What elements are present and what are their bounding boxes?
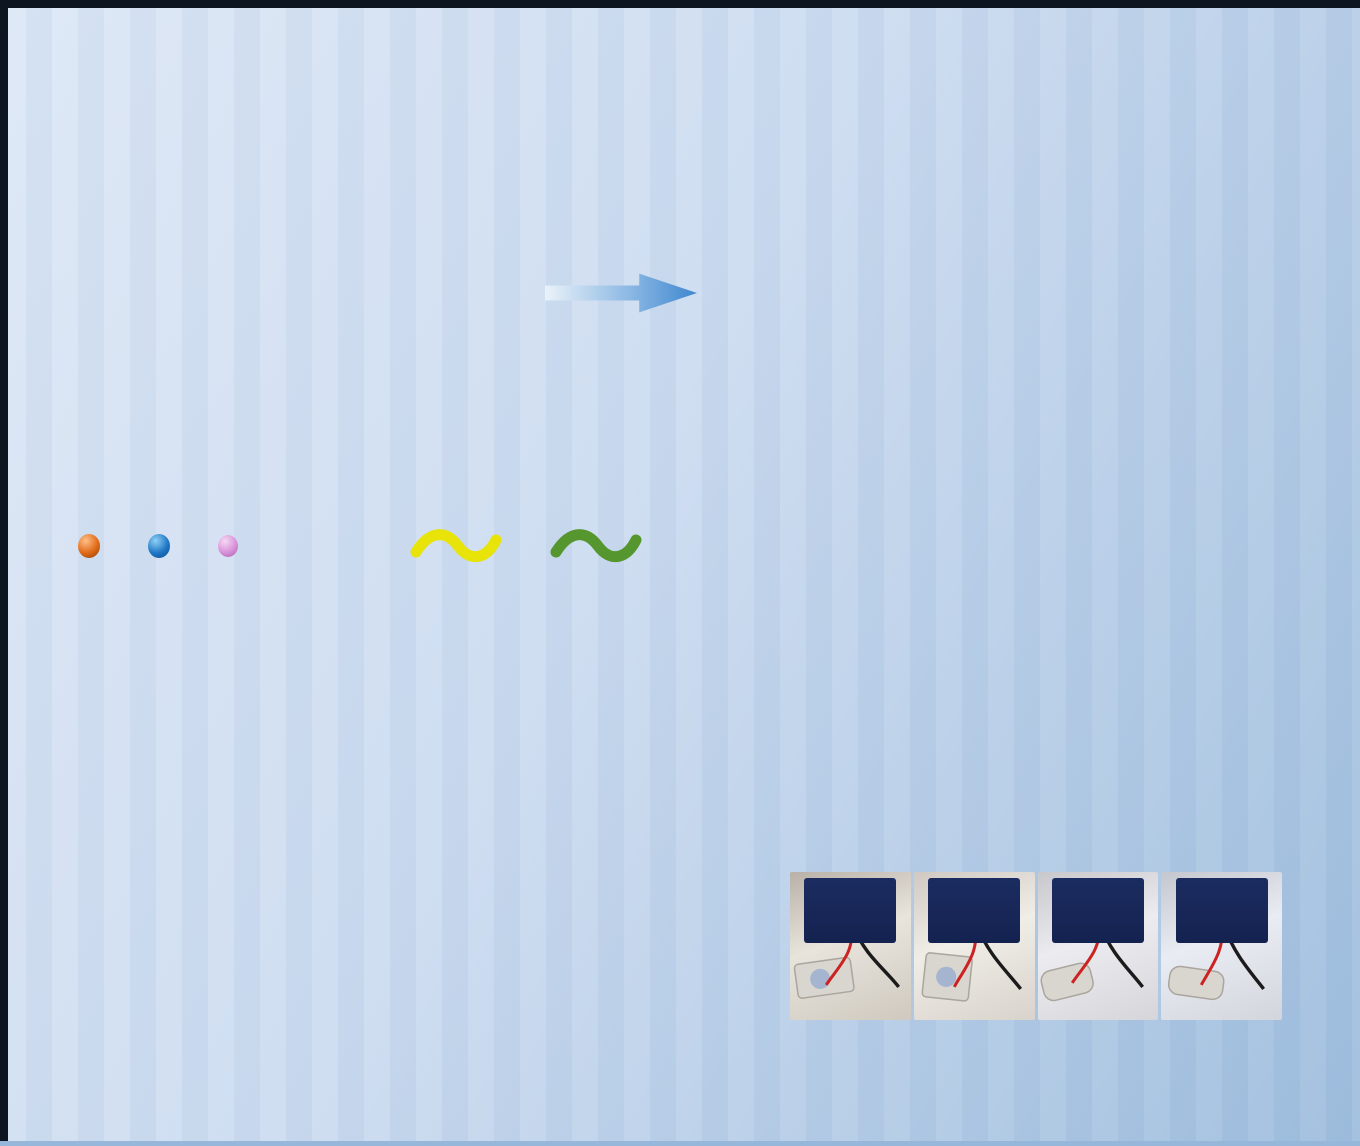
inset-photo-folding-2 — [1161, 872, 1282, 1020]
left-border — [0, 0, 8, 1146]
legend-item-li2s8 — [286, 512, 374, 580]
k-ion-icon — [78, 534, 100, 558]
legend-item-cf — [410, 528, 514, 564]
led-display — [1175, 877, 1268, 944]
inset-photo-folding-1 — [1037, 872, 1159, 1020]
top-border — [0, 0, 1360, 8]
cs-squiggle-icon — [550, 529, 642, 562]
led-display — [928, 877, 1020, 944]
led-display — [1051, 877, 1144, 944]
li-ion-icon — [218, 535, 238, 557]
legend-item-na — [148, 534, 182, 558]
biomimetic-channel-illustration — [688, 115, 1353, 525]
ion-selectivity-chart — [40, 618, 655, 1146]
cycling-performance-chart — [685, 612, 1345, 1146]
bottom-border — [0, 1141, 1360, 1146]
inset-photo-flat — [790, 872, 911, 1020]
cf-squiggle-icon — [410, 529, 502, 562]
led-display — [804, 877, 897, 944]
cell-and-wires — [921, 926, 1022, 1003]
cell-and-wires — [1040, 926, 1144, 1002]
ion-legend — [78, 512, 654, 580]
na-ion-icon — [148, 534, 170, 558]
ion-selectivity-plot — [40, 618, 655, 1146]
legend-item-li — [218, 535, 250, 557]
flexibility-demo-photos — [790, 872, 1282, 1020]
cell-and-wires — [793, 926, 901, 1000]
li2s8-cluster-icon — [286, 512, 362, 580]
legend-item-k — [78, 534, 112, 558]
inset-photo-90deg — [913, 872, 1035, 1020]
biological-channel-illustration — [10, 112, 660, 524]
legend-item-cs — [550, 528, 654, 564]
